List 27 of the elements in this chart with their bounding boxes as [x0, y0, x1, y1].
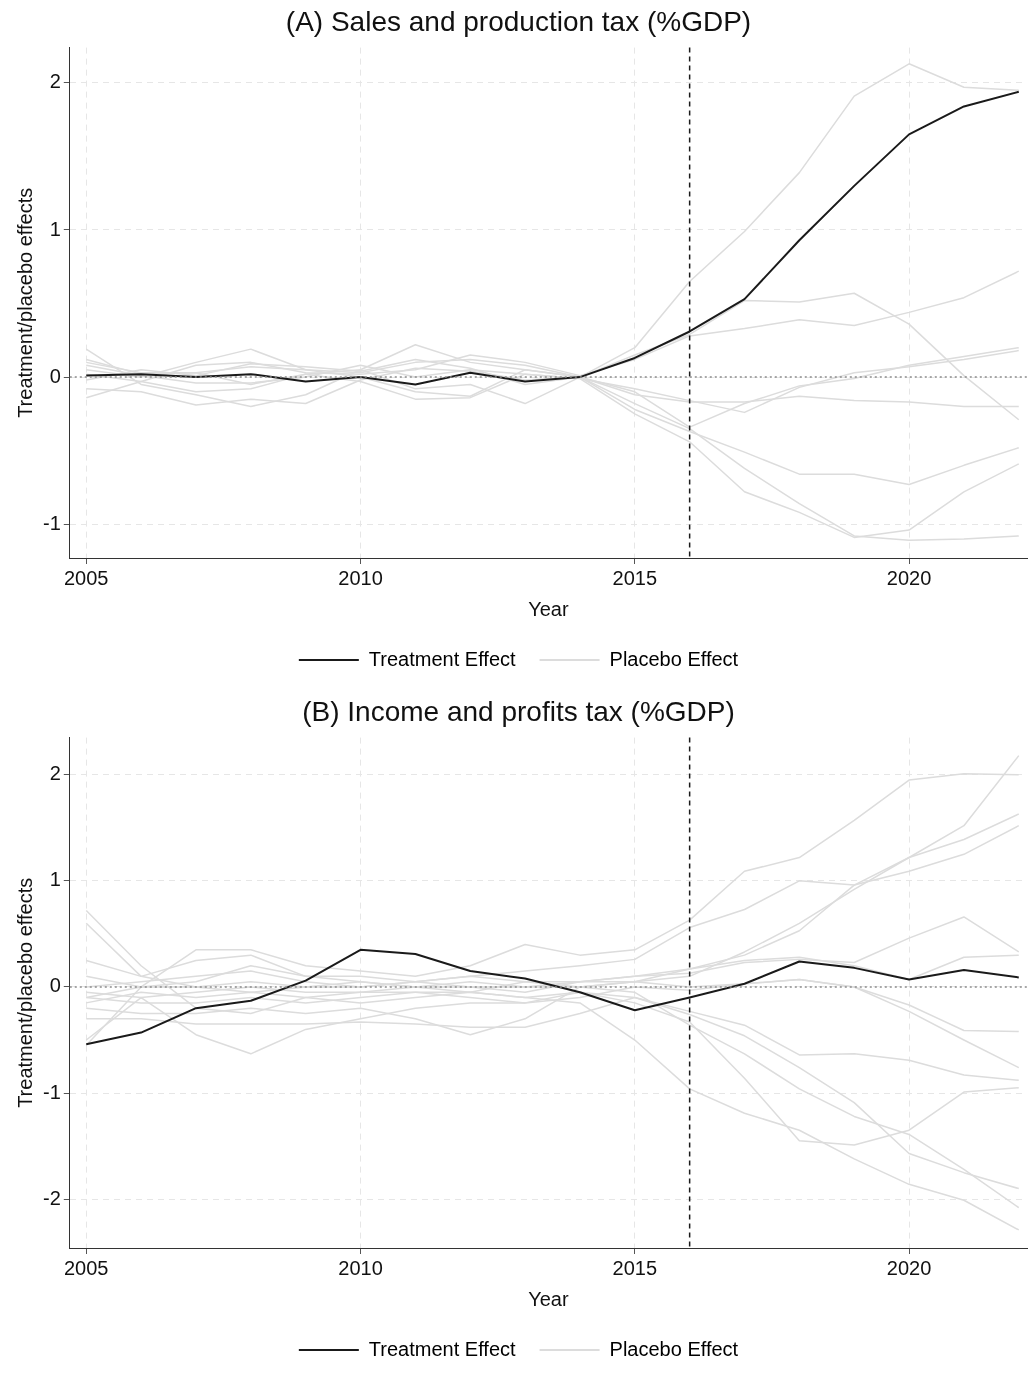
- x-axis-title: Year: [528, 597, 569, 620]
- y-tick-label: 0: [49, 364, 61, 387]
- chart-title: (B) Income and profits tax (%GDP): [302, 695, 735, 727]
- y-tick-label: -1: [42, 511, 61, 534]
- y-tick-label: 2: [49, 762, 61, 785]
- legend-label: Placebo Effect: [609, 647, 739, 670]
- x-tick-label: 2010: [338, 566, 383, 589]
- chart-title: (A) Sales and production tax (%GDP): [285, 5, 752, 37]
- y-tick-label: 1: [49, 217, 61, 240]
- legend-label: Placebo Effect: [609, 1337, 739, 1360]
- y-tick-label: 0: [49, 974, 61, 997]
- y-tick-label: -1: [42, 1080, 61, 1103]
- y-tick-label: -2: [42, 1186, 61, 1209]
- x-tick-label: 2015: [612, 1256, 658, 1279]
- x-tick-label: 2005: [63, 566, 109, 589]
- legend-label: Treatment Effect: [368, 1337, 517, 1360]
- y-axis-title: Treatment/placebo effects: [13, 187, 36, 418]
- y-axis-title: Treatment/placebo effects: [13, 877, 36, 1108]
- x-tick-label: 2005: [63, 1256, 109, 1279]
- legend-label: Treatment Effect: [368, 647, 517, 670]
- y-tick-label: 1: [49, 868, 61, 891]
- x-tick-label: 2015: [612, 566, 658, 589]
- x-tick-label: 2020: [886, 1256, 932, 1279]
- x-tick-label: 2020: [886, 566, 932, 589]
- y-tick-label: 2: [49, 70, 61, 93]
- x-axis-title: Year: [528, 1287, 569, 1310]
- x-tick-label: 2010: [338, 1256, 383, 1279]
